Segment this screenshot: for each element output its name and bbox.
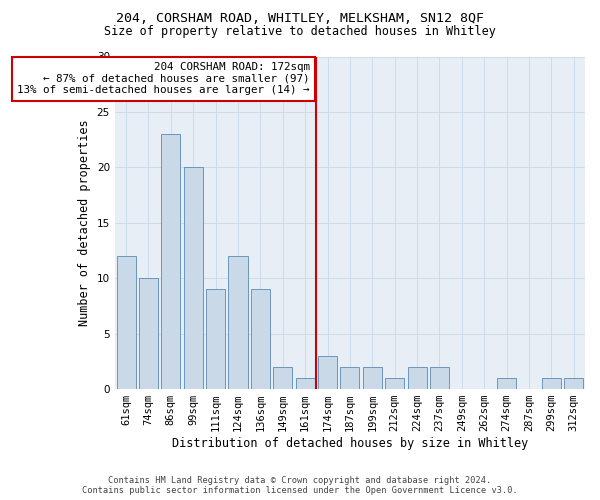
Bar	[161, 134, 181, 389]
Bar	[139, 278, 158, 389]
Bar	[184, 168, 203, 389]
Bar	[296, 378, 314, 389]
Bar	[542, 378, 561, 389]
Bar	[564, 378, 583, 389]
Text: 204, CORSHAM ROAD, WHITLEY, MELKSHAM, SN12 8QF: 204, CORSHAM ROAD, WHITLEY, MELKSHAM, SN…	[116, 12, 484, 26]
Bar	[116, 256, 136, 389]
Y-axis label: Number of detached properties: Number of detached properties	[78, 120, 91, 326]
Bar	[229, 256, 248, 389]
Bar	[407, 367, 427, 389]
Bar	[385, 378, 404, 389]
Text: Size of property relative to detached houses in Whitley: Size of property relative to detached ho…	[104, 25, 496, 38]
Bar	[340, 367, 359, 389]
Bar	[206, 290, 225, 389]
Bar	[318, 356, 337, 389]
Bar	[273, 367, 292, 389]
Bar	[363, 367, 382, 389]
Text: Contains HM Land Registry data © Crown copyright and database right 2024.
Contai: Contains HM Land Registry data © Crown c…	[82, 476, 518, 495]
Bar	[497, 378, 516, 389]
Bar	[430, 367, 449, 389]
Bar	[251, 290, 270, 389]
Text: 204 CORSHAM ROAD: 172sqm
← 87% of detached houses are smaller (97)
13% of semi-d: 204 CORSHAM ROAD: 172sqm ← 87% of detach…	[17, 62, 310, 95]
X-axis label: Distribution of detached houses by size in Whitley: Distribution of detached houses by size …	[172, 437, 528, 450]
